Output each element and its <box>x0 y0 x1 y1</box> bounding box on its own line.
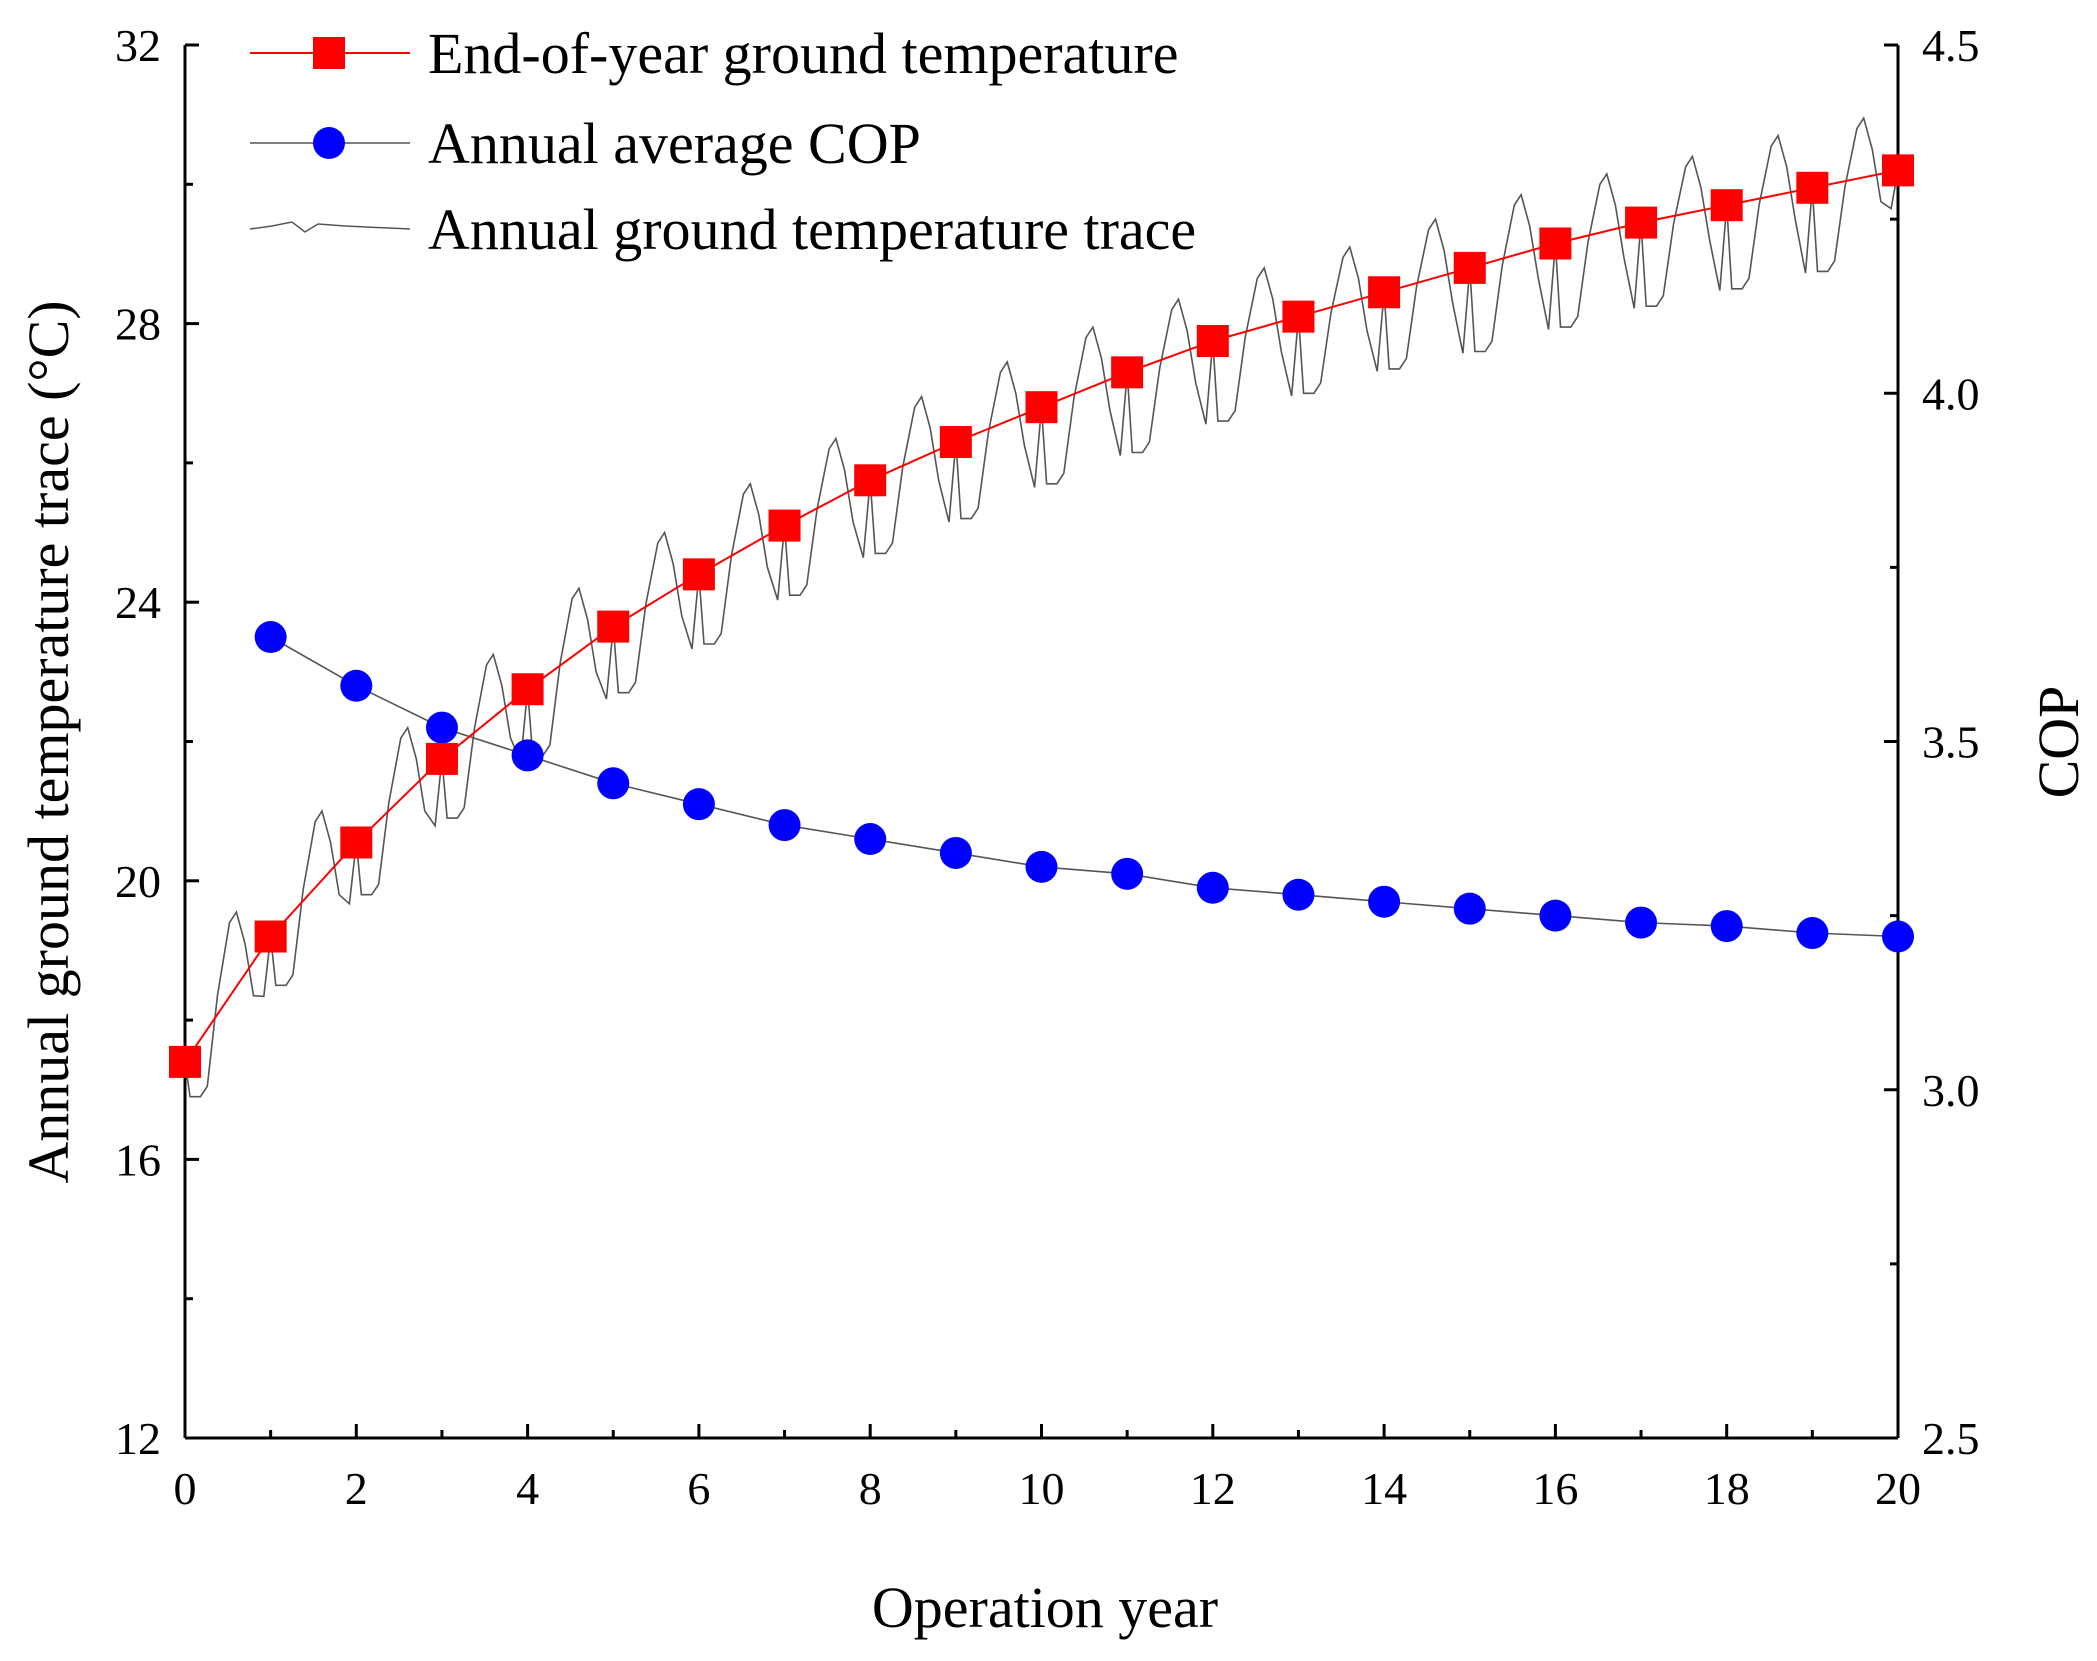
y-right-tick-label: 4.0 <box>1922 368 1980 419</box>
legend-line-trace <box>249 221 411 233</box>
y-left-tick-label: 16 <box>115 1134 161 1185</box>
y-right-axis-title: COP <box>2026 686 2091 799</box>
end-of-year-temp-point <box>854 464 887 497</box>
x-tick-label: 20 <box>1875 1463 1921 1514</box>
cop-point <box>1796 917 1829 950</box>
cop-point <box>1453 892 1486 925</box>
x-tick-label: 0 <box>174 1463 197 1514</box>
x-tick-label: 14 <box>1361 1463 1407 1514</box>
end-of-year-temp-point <box>1625 206 1658 239</box>
x-tick-label: 16 <box>1532 1463 1578 1514</box>
y-left-tick-label: 12 <box>115 1413 161 1464</box>
cop-point <box>254 621 287 654</box>
legend-label-end-of-year-temp: End-of-year ground temperature <box>428 21 1178 86</box>
end-of-year-temp-point <box>1025 391 1058 424</box>
y-left-tick-label: 32 <box>115 20 161 71</box>
cop-point <box>1625 906 1658 939</box>
legend: End-of-year ground temperature Annual av… <box>249 21 1196 262</box>
end-of-year-temp-point <box>682 558 715 591</box>
legend-marker-square-icon <box>313 37 345 69</box>
end-of-year-temp-point <box>340 826 373 859</box>
end-of-year-temp-point <box>1111 356 1144 389</box>
cop-point <box>340 669 373 702</box>
x-tick-label: 18 <box>1704 1463 1750 1514</box>
legend-label-trace: Annual ground temperature trace <box>428 197 1196 262</box>
cop-point <box>1282 878 1315 911</box>
x-tick-label: 6 <box>687 1463 710 1514</box>
cop-point <box>1025 850 1058 883</box>
x-tick-label: 10 <box>1019 1463 1065 1514</box>
end-of-year-temp-point <box>768 509 801 542</box>
y-left-axis-title: Annual ground temperature trace (°C) <box>16 300 81 1183</box>
cop-point <box>1539 899 1572 932</box>
legend-marker-circle-icon <box>313 127 345 159</box>
end-of-year-temp-point <box>425 742 458 775</box>
cop-point <box>768 809 801 842</box>
data-series <box>169 154 1914 1078</box>
end-of-year-temp-point <box>169 1045 201 1078</box>
y-right-tick-label: 4.5 <box>1922 20 1980 71</box>
y-left-tick-label: 24 <box>115 577 161 628</box>
cop-point <box>1710 910 1743 943</box>
x-tick-label: 2 <box>345 1463 368 1514</box>
cop-point <box>597 767 630 800</box>
x-tick-label: 4 <box>516 1463 539 1514</box>
y-left-tick-label: 28 <box>115 299 161 350</box>
end-of-year-temp-point <box>1882 154 1914 187</box>
x-tick-label: 12 <box>1190 1463 1236 1514</box>
x-axis-title: Operation year <box>872 1575 1218 1640</box>
cop-point <box>1882 920 1914 953</box>
axis-ticks: 0 2 4 6 8 10 12 14 16 18 201216202428322.53.03.54.… <box>115 20 1980 1514</box>
temperature-trace-series <box>184 116 1899 1098</box>
cop-point <box>939 836 972 869</box>
legend-label-cop: Annual average COP <box>428 111 921 176</box>
y-right-tick-label: 3.5 <box>1922 717 1980 768</box>
x-tick-label: 8 <box>859 1463 882 1514</box>
cop-point <box>682 788 715 821</box>
y-right-tick-label: 2.5 <box>1922 1413 1980 1464</box>
end-of-year-temp-point <box>1710 189 1743 222</box>
cop-point <box>1111 857 1144 890</box>
cop-point <box>854 823 887 856</box>
end-of-year-temp-point <box>1196 325 1229 358</box>
cop-point <box>511 739 544 772</box>
cop-point <box>1368 885 1401 918</box>
y-left-tick-label: 20 <box>115 856 161 907</box>
temperature-trace-line <box>184 116 1899 1098</box>
cop-point <box>425 711 458 744</box>
end-of-year-temp-point <box>1282 300 1315 333</box>
end-of-year-temp-point <box>939 426 972 459</box>
end-of-year-temp-point <box>1539 227 1572 260</box>
end-of-year-temp-point <box>1453 251 1486 284</box>
cop-point <box>1196 871 1229 904</box>
y-right-tick-label: 3.0 <box>1922 1065 1980 1116</box>
end-of-year-temp-point <box>511 673 544 706</box>
end-of-year-temp-point <box>1796 171 1829 204</box>
end-of-year-temp-point <box>254 920 287 953</box>
end-of-year-temp-point <box>1368 276 1401 309</box>
end-of-year-temp-point <box>597 610 630 643</box>
